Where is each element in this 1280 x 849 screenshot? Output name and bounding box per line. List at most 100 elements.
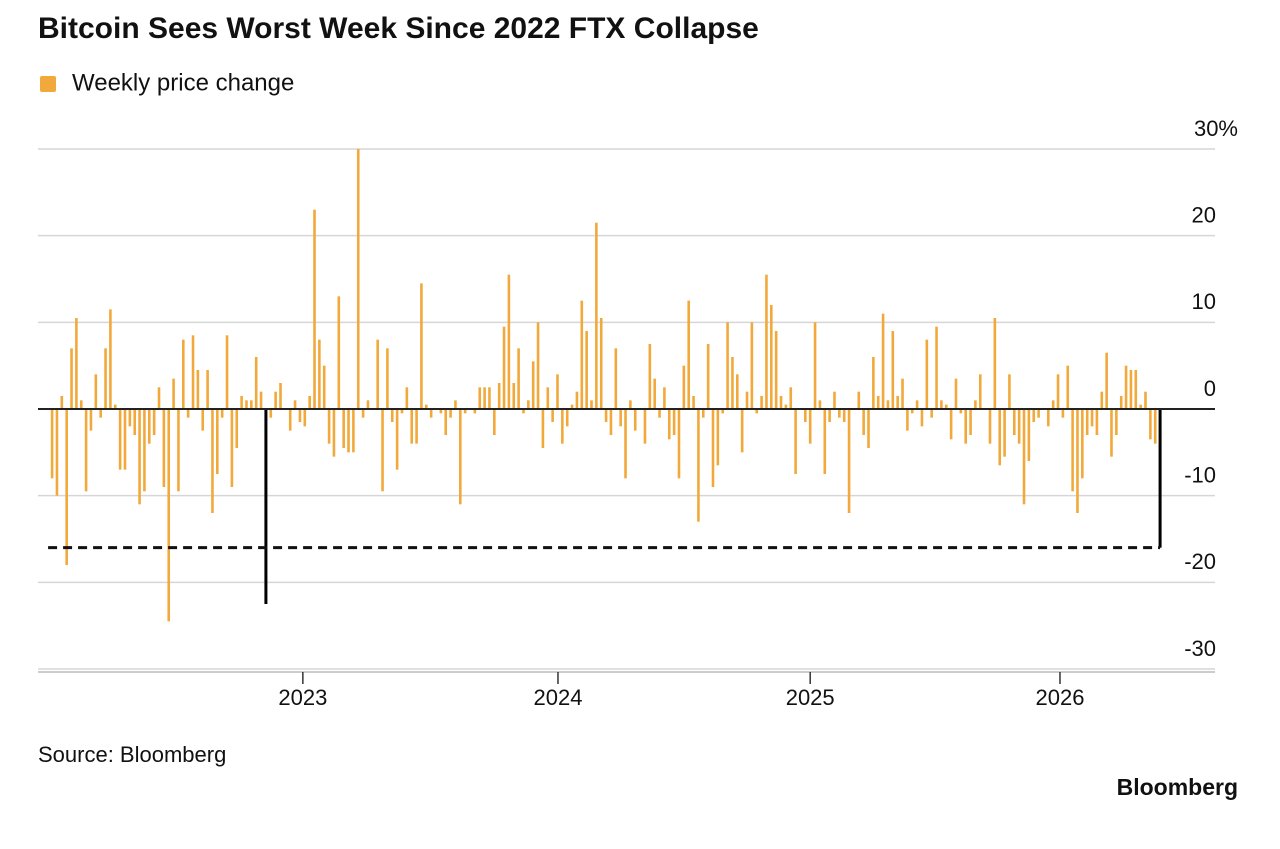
bar [123, 409, 127, 470]
bar [75, 318, 78, 409]
bar [745, 391, 749, 409]
bar [808, 409, 812, 444]
bar [974, 400, 977, 409]
bar [1056, 374, 1060, 409]
bar [79, 400, 83, 409]
bar [993, 318, 997, 409]
bar [522, 409, 525, 414]
bar [920, 409, 924, 427]
bar [1139, 404, 1142, 409]
chart-title: Bitcoin Sees Worst Week Since 2022 FTX C… [38, 12, 759, 45]
bar [240, 396, 243, 409]
bar [872, 357, 875, 409]
bar [473, 409, 477, 414]
bar [327, 409, 331, 444]
bar [99, 409, 102, 418]
bar [847, 409, 851, 513]
bar [113, 404, 117, 409]
bar [556, 374, 559, 409]
y-tick-label: 30% [1194, 116, 1238, 141]
bar [1134, 370, 1138, 409]
bar [682, 365, 686, 409]
bar [619, 409, 622, 427]
bar [1090, 409, 1094, 427]
bar [1124, 365, 1128, 409]
bar [269, 409, 273, 418]
bar [322, 365, 326, 409]
bar [361, 409, 365, 418]
bar [585, 331, 588, 409]
bar [55, 409, 59, 496]
bar [804, 409, 807, 422]
bar [94, 374, 98, 409]
y-tick-label: -10 [1184, 462, 1216, 487]
bar [109, 309, 112, 409]
bar [429, 409, 433, 418]
bar [1076, 409, 1079, 513]
x-tick-label: 2023 [278, 685, 327, 710]
bar [118, 409, 122, 470]
bar [128, 409, 132, 427]
bar [274, 391, 277, 409]
bar [629, 400, 632, 409]
bar [381, 409, 384, 492]
bar [609, 409, 613, 435]
bar [964, 409, 968, 444]
bar [1110, 409, 1113, 457]
bar [867, 409, 870, 448]
bar [658, 409, 661, 418]
bar [531, 361, 535, 409]
bar [133, 409, 137, 435]
bar [104, 348, 107, 409]
bar [449, 409, 452, 418]
bar [998, 409, 1002, 466]
y-tick-label: -30 [1184, 636, 1216, 661]
bar [876, 396, 880, 409]
bar [454, 400, 457, 409]
bar [857, 391, 861, 409]
bar [318, 339, 321, 409]
bar [1115, 409, 1118, 435]
bar [390, 409, 394, 422]
bar [337, 296, 341, 409]
bar [488, 387, 491, 409]
bar [842, 409, 846, 422]
bar [1012, 409, 1016, 435]
bar [167, 409, 171, 622]
bar [216, 409, 219, 474]
bar [565, 409, 569, 427]
bar [264, 409, 268, 604]
bar [1105, 352, 1108, 409]
bar [517, 348, 520, 409]
bar [250, 400, 253, 409]
bar [643, 409, 647, 444]
bar [726, 322, 729, 409]
bar [575, 391, 579, 409]
bar [915, 400, 919, 409]
x-tick-label: 2024 [534, 685, 583, 710]
bar [405, 387, 409, 409]
bar [152, 409, 156, 435]
source: Source: Bloomberg [38, 742, 226, 767]
bar [279, 383, 282, 409]
bar [245, 400, 248, 409]
bar [60, 396, 64, 409]
bar [604, 409, 608, 422]
bar [293, 400, 297, 409]
legend-swatch [40, 76, 56, 92]
bar [978, 374, 982, 409]
bar [1027, 409, 1031, 461]
bar [1119, 396, 1123, 409]
bar [483, 387, 486, 409]
bar [1017, 409, 1021, 444]
bar [818, 400, 822, 409]
bar [162, 409, 166, 487]
bar [833, 391, 836, 409]
bar [230, 409, 234, 487]
bar [648, 344, 652, 409]
bar [716, 409, 720, 466]
bar [1047, 409, 1050, 427]
bar [590, 400, 593, 409]
y-tick-label: -20 [1184, 549, 1216, 574]
bar [901, 378, 904, 409]
